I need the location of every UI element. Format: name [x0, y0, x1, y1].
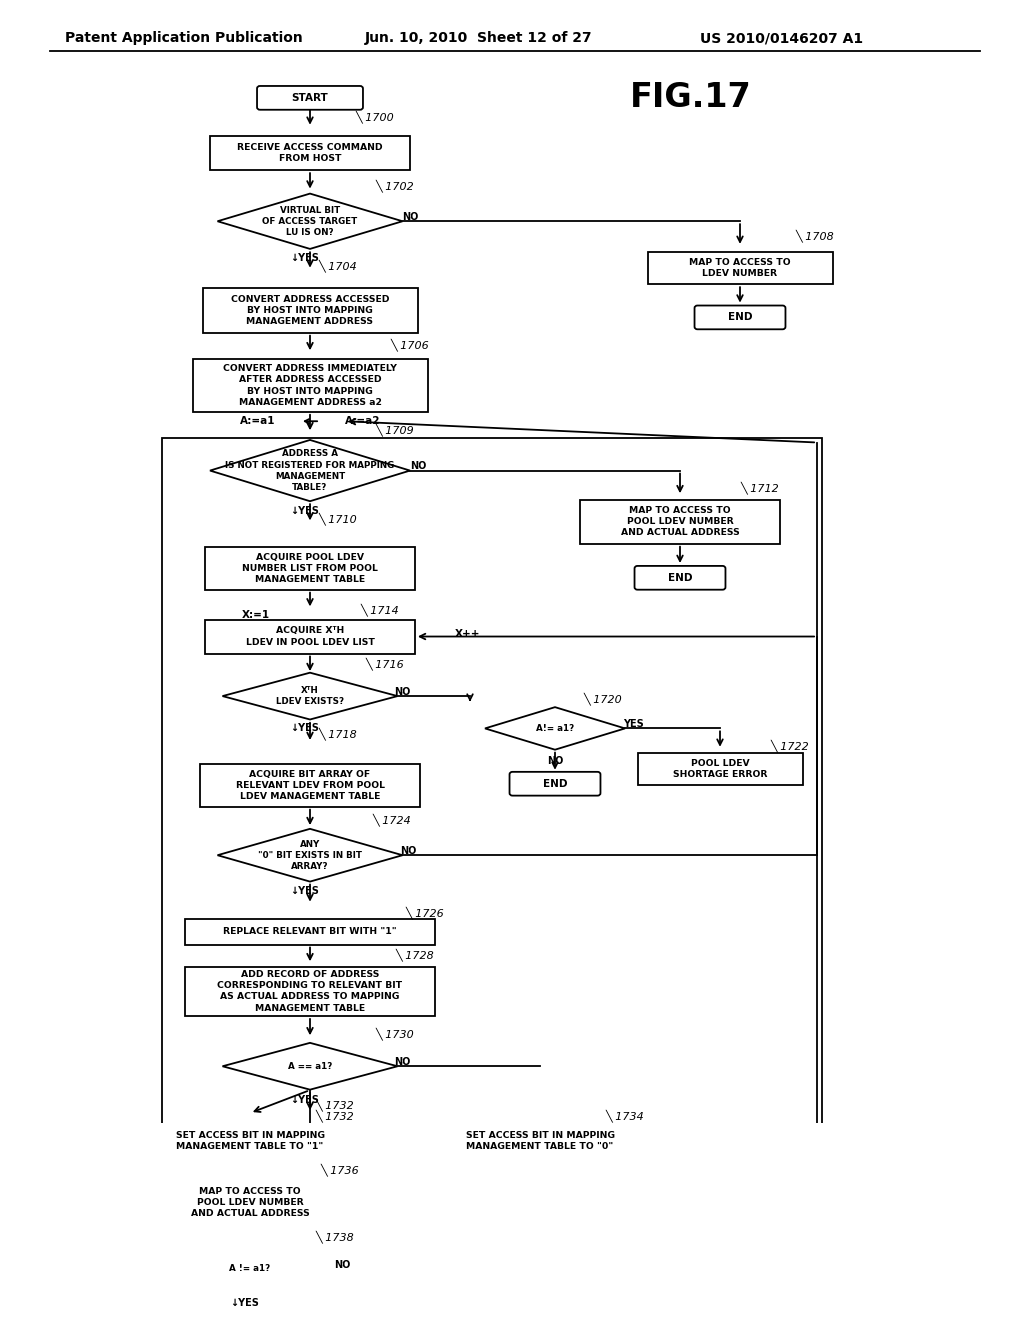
Text: A:=a1: A:=a1: [240, 416, 275, 426]
Text: SET ACCESS BIT IN MAPPING
MANAGEMENT TABLE TO "0": SET ACCESS BIT IN MAPPING MANAGEMENT TAB…: [466, 1131, 614, 1151]
Text: ╲ 1700: ╲ 1700: [355, 110, 394, 123]
Bar: [205, 619, 415, 653]
FancyBboxPatch shape: [257, 86, 362, 110]
Polygon shape: [163, 1245, 338, 1292]
Polygon shape: [222, 673, 397, 719]
Bar: [145, 1125, 355, 1158]
Text: END: END: [728, 313, 753, 322]
Text: NO: NO: [394, 686, 411, 697]
Text: Jun. 10, 2010  Sheet 12 of 27: Jun. 10, 2010 Sheet 12 of 27: [365, 32, 593, 45]
Text: REPLACE RELEVANT BIT WITH "1": REPLACE RELEVANT BIT WITH "1": [223, 928, 397, 936]
Text: START: START: [292, 92, 329, 103]
Text: A == a1?: A == a1?: [288, 1061, 332, 1071]
Text: ╲ 1710: ╲ 1710: [318, 512, 356, 524]
FancyBboxPatch shape: [510, 772, 600, 796]
FancyBboxPatch shape: [635, 566, 725, 590]
Text: NO: NO: [410, 461, 426, 471]
Polygon shape: [485, 708, 625, 750]
Text: ╲ 1732: ╲ 1732: [315, 1098, 353, 1111]
Polygon shape: [217, 829, 402, 882]
Bar: [647, 252, 833, 284]
Bar: [638, 754, 803, 785]
Text: END: END: [668, 573, 692, 583]
Text: A != a1?: A != a1?: [229, 1265, 270, 1274]
Bar: [435, 1125, 645, 1158]
Text: ╲ 1708: ╲ 1708: [795, 230, 834, 242]
Polygon shape: [222, 1043, 397, 1089]
Text: ╲ 1702: ╲ 1702: [375, 180, 414, 191]
Text: ↓YES: ↓YES: [291, 253, 319, 263]
Bar: [580, 499, 780, 544]
Text: MAP TO ACCESS TO
POOL LDEV NUMBER
AND ACTUAL ADDRESS: MAP TO ACCESS TO POOL LDEV NUMBER AND AC…: [621, 506, 739, 537]
Text: ╲ 1736: ╲ 1736: [319, 1164, 358, 1176]
Bar: [145, 1181, 355, 1224]
Polygon shape: [217, 194, 402, 249]
Text: NO: NO: [394, 1057, 411, 1067]
Text: ADD RECORD OF ADDRESS
CORRESPONDING TO RELEVANT BIT
AS ACTUAL ADDRESS TO MAPPING: ADD RECORD OF ADDRESS CORRESPONDING TO R…: [217, 970, 402, 1012]
Text: NO: NO: [401, 213, 418, 222]
Text: ╲ 1720: ╲ 1720: [583, 692, 622, 705]
Bar: [210, 136, 410, 170]
Polygon shape: [210, 440, 410, 502]
Text: ╲ 1722: ╲ 1722: [770, 739, 809, 752]
Text: ╲ 1724: ╲ 1724: [372, 813, 411, 826]
Text: ╲ 1714: ╲ 1714: [360, 603, 398, 615]
Text: ╲ 1718: ╲ 1718: [318, 727, 356, 741]
Text: Patent Application Publication: Patent Application Publication: [65, 32, 303, 45]
Bar: [205, 548, 415, 590]
Text: ╲ 1704: ╲ 1704: [318, 259, 356, 272]
Text: END: END: [543, 779, 567, 789]
Text: ╲ 1712: ╲ 1712: [740, 482, 778, 494]
Text: ↓YES: ↓YES: [291, 507, 319, 516]
Text: ACQUIRE XᵀH
LDEV IN POOL LDEV LIST: ACQUIRE XᵀH LDEV IN POOL LDEV LIST: [246, 627, 375, 647]
Text: NO: NO: [334, 1259, 350, 1270]
Text: ↓YES: ↓YES: [291, 723, 319, 734]
Text: ╲ 1706: ╲ 1706: [390, 338, 429, 351]
Bar: [193, 359, 427, 412]
Text: ╲ 1728: ╲ 1728: [395, 948, 434, 961]
FancyBboxPatch shape: [694, 305, 785, 329]
Text: ╲ 1730: ╲ 1730: [375, 1027, 414, 1040]
Text: POOL LDEV
SHORTAGE ERROR: POOL LDEV SHORTAGE ERROR: [673, 759, 767, 779]
Text: ↓YES: ↓YES: [291, 1096, 319, 1105]
Text: X:=1: X:=1: [242, 610, 270, 620]
Text: SET ACCESS BIT IN MAPPING
MANAGEMENT TABLE TO "1": SET ACCESS BIT IN MAPPING MANAGEMENT TAB…: [175, 1131, 325, 1151]
Text: ╲ 1716: ╲ 1716: [365, 657, 403, 671]
Text: ADDRESS A
IS NOT REGISTERED FOR MAPPING
MANAGEMENT
TABLE?: ADDRESS A IS NOT REGISTERED FOR MAPPING …: [225, 449, 394, 492]
Text: A!= a1?: A!= a1?: [536, 723, 574, 733]
Bar: [203, 289, 418, 333]
Text: ACQUIRE POOL LDEV
NUMBER LIST FROM POOL
MANAGEMENT TABLE: ACQUIRE POOL LDEV NUMBER LIST FROM POOL …: [242, 553, 378, 583]
Bar: [185, 919, 435, 945]
Text: NO: NO: [547, 756, 563, 766]
Text: MAP TO ACCESS TO
POOL LDEV NUMBER
AND ACTUAL ADDRESS: MAP TO ACCESS TO POOL LDEV NUMBER AND AC…: [190, 1187, 309, 1218]
Text: CONVERT ADDRESS ACCESSED
BY HOST INTO MAPPING
MANAGEMENT ADDRESS: CONVERT ADDRESS ACCESSED BY HOST INTO MA…: [230, 294, 389, 326]
Text: ACQUIRE BIT ARRAY OF
RELEVANT LDEV FROM POOL
LDEV MANAGEMENT TABLE: ACQUIRE BIT ARRAY OF RELEVANT LDEV FROM …: [236, 770, 384, 801]
Text: FIG.17: FIG.17: [630, 82, 752, 115]
Text: YES: YES: [623, 719, 643, 729]
Bar: [185, 966, 435, 1016]
Text: RECEIVE ACCESS COMMAND
FROM HOST: RECEIVE ACCESS COMMAND FROM HOST: [238, 143, 383, 164]
Text: ╲ 1738: ╲ 1738: [315, 1230, 353, 1243]
Text: MAP TO ACCESS TO
LDEV NUMBER: MAP TO ACCESS TO LDEV NUMBER: [689, 257, 791, 279]
Text: ╲ 1732: ╲ 1732: [315, 1109, 353, 1122]
Text: A:=a2: A:=a2: [345, 416, 381, 426]
Text: XᵀH
LDEV EXISTS?: XᵀH LDEV EXISTS?: [275, 686, 344, 706]
Bar: [200, 764, 420, 807]
Text: ↓YES: ↓YES: [291, 886, 319, 896]
Text: X++: X++: [455, 628, 480, 639]
Text: VIRTUAL BIT
OF ACCESS TARGET
LU IS ON?: VIRTUAL BIT OF ACCESS TARGET LU IS ON?: [262, 206, 357, 236]
Text: NO: NO: [399, 846, 416, 855]
Text: ↓YES: ↓YES: [230, 1298, 259, 1308]
Text: ╲ 1726: ╲ 1726: [406, 906, 443, 919]
Text: ANY
"0" BIT EXISTS IN BIT
ARRAY?: ANY "0" BIT EXISTS IN BIT ARRAY?: [258, 840, 362, 871]
Text: ╲ 1734: ╲ 1734: [605, 1109, 644, 1122]
Text: CONVERT ADDRESS IMMEDIATELY
AFTER ADDRESS ACCESSED
BY HOST INTO MAPPING
MANAGEME: CONVERT ADDRESS IMMEDIATELY AFTER ADDRES…: [223, 364, 397, 407]
Text: US 2010/0146207 A1: US 2010/0146207 A1: [700, 32, 863, 45]
Text: ╲ 1709: ╲ 1709: [375, 424, 414, 436]
Bar: [162, 438, 822, 1295]
